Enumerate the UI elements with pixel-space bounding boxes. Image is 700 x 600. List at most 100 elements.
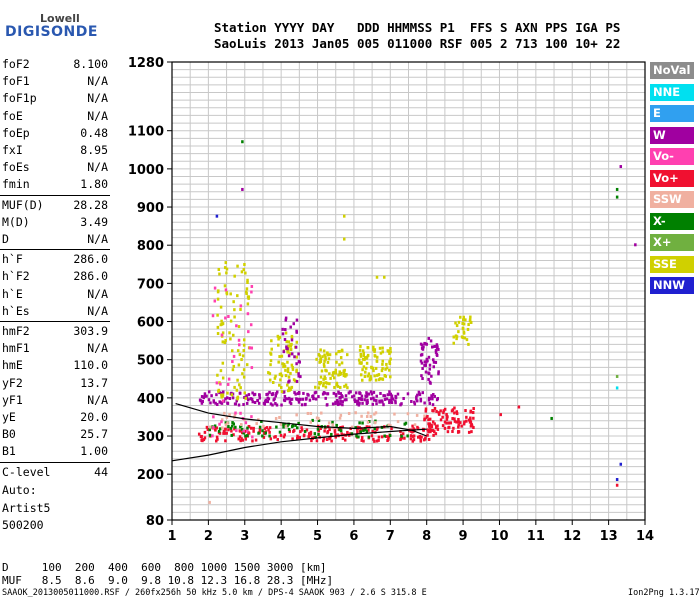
y-tick-label: 200: [137, 468, 164, 483]
echo-point: [499, 413, 502, 417]
echo-point: [273, 376, 277, 380]
echo-point: [257, 431, 260, 435]
echo-point: [369, 390, 373, 394]
echo-point: [338, 416, 342, 420]
echo-point: [265, 426, 269, 430]
echo-point: [364, 428, 367, 432]
echo-point: [363, 375, 367, 379]
echo-point: [242, 368, 246, 372]
echo-point: [381, 377, 385, 381]
echo-point: [420, 374, 423, 378]
echo-point: [453, 411, 456, 415]
echo-point: [341, 425, 345, 429]
y-tick-label: 700: [137, 277, 164, 292]
echo-point: [250, 366, 254, 370]
echo-point: [323, 353, 326, 357]
param-value: 286.0: [73, 269, 108, 284]
echo-point: [374, 378, 378, 382]
echo-point: [232, 333, 235, 337]
echo-point: [236, 397, 239, 401]
echo-point: [337, 373, 340, 377]
echo-point: [215, 393, 218, 397]
echo-point: [221, 361, 225, 365]
echo-point: [363, 398, 366, 402]
echo-point: [431, 403, 435, 407]
echo-point: [213, 427, 217, 431]
echo-point: [290, 352, 294, 356]
param-value: N/A: [87, 286, 108, 301]
echo-point: [297, 372, 300, 376]
param-name: hmE: [2, 358, 23, 373]
echo-point: [434, 350, 438, 354]
echo-point: [217, 429, 221, 433]
echo-point: [343, 237, 346, 241]
param-row: h`F 286.0: [2, 251, 108, 268]
param-row: foEs N/A: [2, 159, 108, 176]
echo-point: [250, 415, 253, 419]
echo-point: [305, 428, 309, 432]
echo-point: [428, 363, 432, 367]
echo-point: [286, 389, 290, 393]
echo-point: [339, 429, 343, 433]
echo-point: [283, 394, 287, 398]
echo-point: [472, 426, 475, 430]
echo-point: [374, 366, 378, 370]
echo-point: [469, 416, 472, 420]
x-tick-label: 12: [563, 529, 581, 544]
param-value: 13.7: [80, 375, 108, 390]
echo-point: [294, 423, 297, 427]
echo-point: [634, 243, 637, 247]
echo-point: [443, 426, 447, 430]
echo-point: [213, 299, 217, 303]
echo-point: [369, 397, 373, 401]
echo-point: [390, 401, 394, 405]
echo-point: [454, 321, 457, 325]
legend-item: X-: [650, 212, 694, 230]
echo-point: [212, 400, 216, 404]
echo-point: [269, 359, 273, 363]
echo-point: [375, 394, 378, 398]
echo-point: [245, 396, 249, 400]
param-value: 3.49: [80, 214, 108, 229]
echo-point: [421, 366, 424, 370]
echo-point: [365, 429, 369, 433]
echo-point: [465, 415, 468, 419]
echo-point: [375, 427, 379, 431]
echo-point: [282, 425, 285, 429]
echo-point: [228, 331, 231, 335]
echo-point: [428, 422, 432, 426]
echo-point: [453, 419, 457, 423]
echo-point: [344, 374, 347, 378]
echo-point: [239, 307, 242, 311]
echo-point: [206, 427, 210, 431]
echo-point: [309, 411, 313, 415]
echo-point: [208, 428, 211, 432]
echo-point: [247, 295, 251, 299]
echo-point: [209, 425, 212, 429]
echo-point: [283, 423, 287, 427]
echo-point: [279, 422, 283, 426]
echo-point: [373, 412, 376, 416]
echo-point: [297, 374, 300, 378]
profile-curve-lower: [171, 428, 427, 462]
echo-point: [550, 416, 553, 420]
echo-point: [424, 370, 428, 374]
echo-point: [361, 401, 364, 405]
echo-point: [267, 371, 270, 375]
echo-point: [416, 435, 420, 439]
echo-point: [273, 397, 276, 401]
echo-point: [322, 381, 325, 385]
echo-point: [292, 430, 295, 434]
echo-point: [470, 430, 473, 434]
echo-point: [383, 397, 387, 401]
echo-point: [281, 332, 285, 336]
param-name: foF2: [2, 57, 30, 71]
echo-point: [219, 323, 223, 327]
echo-point: [349, 432, 352, 436]
param-name: C-level: [2, 464, 51, 479]
echo-point: [461, 335, 465, 339]
echo-point: [424, 360, 428, 364]
param-name: h`Es: [2, 303, 30, 318]
legend-item: NoVal: [650, 62, 694, 79]
echo-point: [279, 378, 282, 382]
